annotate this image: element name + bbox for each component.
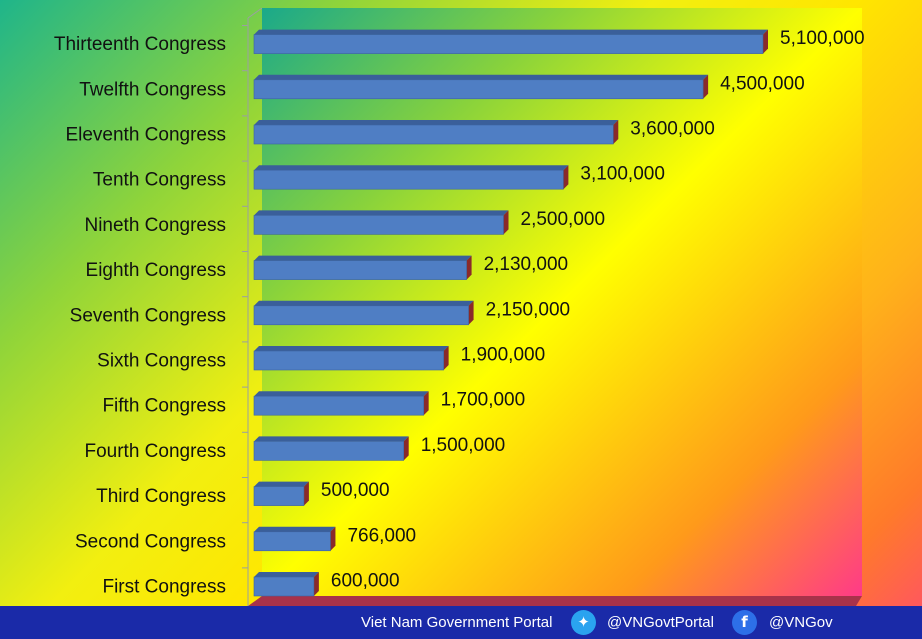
value-label: 2,150,000 (486, 299, 571, 320)
plot-wall-edge (247, 7, 263, 19)
value-label: 1,700,000 (441, 390, 526, 411)
category-label: Seventh Congress (70, 305, 226, 326)
category-label: Fourth Congress (84, 441, 226, 462)
bar (253, 210, 509, 235)
bar (253, 436, 409, 461)
bar (253, 346, 449, 371)
value-label: 1,500,000 (421, 435, 506, 456)
bar (253, 481, 309, 506)
value-label: 1,900,000 (461, 345, 546, 366)
bar (253, 391, 429, 416)
plot-floor (248, 596, 862, 606)
bar (253, 165, 569, 190)
facebook-handle[interactable]: @VNGov (769, 614, 833, 631)
bar (253, 255, 472, 280)
footer-bar: Viet Nam Government Portal ✦ @VNGovtPort… (0, 606, 922, 639)
category-label: Second Congress (75, 531, 226, 552)
value-label: 500,000 (321, 480, 390, 501)
value-label: 600,000 (331, 571, 400, 592)
bar (253, 74, 709, 100)
twitter-handle[interactable]: @VNGovtPortal (607, 614, 714, 631)
portal-name: Viet Nam Government Portal (361, 614, 553, 631)
value-label: 4,500,000 (720, 73, 805, 94)
category-label: Fifth Congress (102, 396, 226, 417)
bar (253, 120, 619, 145)
value-label: 3,600,000 (630, 119, 715, 140)
category-label: Nineth Congress (84, 215, 226, 236)
value-label: 3,100,000 (580, 164, 665, 185)
facebook-icon[interactable]: f (732, 610, 757, 635)
category-label: Eleventh Congress (65, 125, 226, 146)
bar (253, 572, 319, 597)
value-label: 5,100,000 (780, 28, 865, 49)
category-label: Third Congress (96, 486, 226, 507)
category-label: Sixth Congress (97, 351, 226, 372)
value-label: 2,130,000 (484, 254, 569, 275)
value-label: 766,000 (347, 525, 416, 546)
twitter-icon[interactable]: ✦ (571, 610, 596, 635)
category-label: Thirteenth Congress (54, 34, 226, 55)
category-label: Twelfth Congress (79, 79, 226, 100)
bar-chart: Thirteenth Congress Twelfth Congress Eleve… (54, 7, 865, 606)
bar (253, 300, 474, 326)
category-label: Eighth Congress (86, 260, 226, 281)
bar (253, 29, 768, 54)
category-label: Tenth Congress (93, 170, 226, 191)
category-label: First Congress (102, 577, 226, 598)
value-label: 2,500,000 (521, 209, 606, 230)
bar (253, 526, 336, 552)
